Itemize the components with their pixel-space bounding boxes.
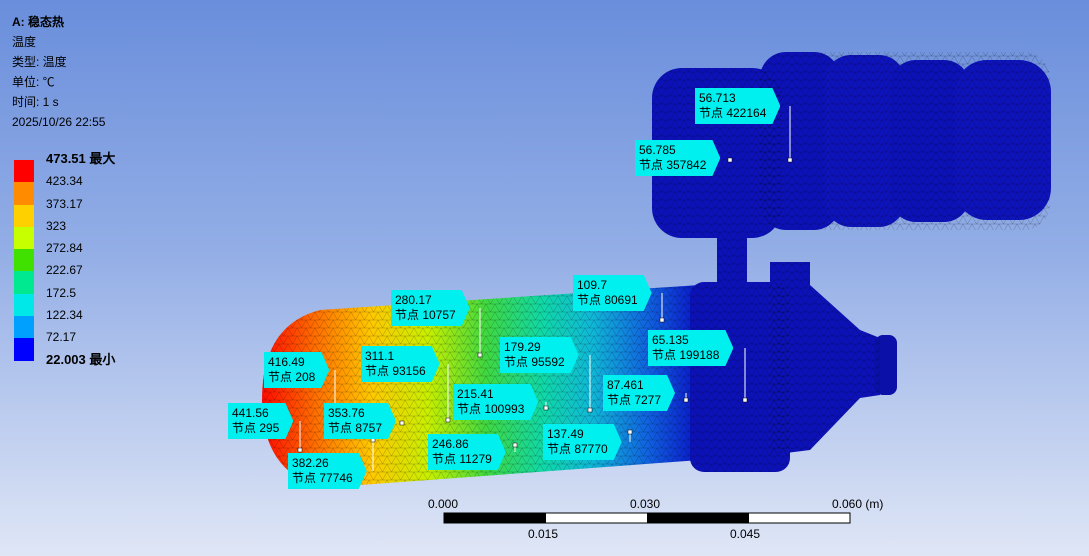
scale-label-15: 0.015 — [528, 527, 559, 541]
probe-value: 56.713 — [699, 91, 736, 105]
legend-level-label: 122.34 — [46, 308, 83, 323]
probe-label[interactable]: 353.76 节点 8757 — [324, 403, 396, 439]
probe-label[interactable]: 65.135 节点 199188 — [648, 330, 733, 366]
probe-node: 节点 10757 — [395, 308, 456, 322]
probe-node-marker — [587, 407, 593, 413]
probe-node: 节点 7277 — [607, 393, 662, 407]
legend-level-label: 323 — [46, 218, 67, 233]
probe-value: 280.17 — [395, 293, 432, 307]
probe-node-marker — [627, 429, 633, 435]
legend-swatch — [14, 182, 34, 205]
legend-max-label: 473.51 最大 — [46, 151, 116, 166]
probe-label[interactable]: 246.86 节点 11279 — [428, 434, 506, 470]
legend-swatch — [14, 204, 34, 227]
probe-node-marker — [787, 157, 793, 163]
probe-node-marker — [297, 447, 303, 453]
probe-node: 节点 422164 — [699, 106, 767, 120]
probe-label[interactable]: 215.41 节点 100993 — [453, 384, 538, 420]
probe-label[interactable]: 441.56 节点 295 — [228, 403, 293, 439]
probe-label[interactable]: 280.17 节点 10757 — [391, 290, 470, 326]
probe-value: 416.49 — [268, 355, 305, 369]
probe-node-marker — [477, 352, 483, 358]
legend-level-label: 72.17 — [46, 330, 77, 345]
probe-label[interactable]: 416.49 节点 208 — [264, 352, 329, 388]
probe-node: 节点 295 — [232, 421, 280, 435]
result-time: 时间: 1 s — [12, 95, 59, 109]
probe-node-marker — [742, 397, 748, 403]
probe-node: 节点 93156 — [365, 364, 426, 378]
probe-node: 节点 199188 — [652, 348, 720, 362]
probe-node-marker — [683, 397, 689, 403]
probe-value: 87.461 — [607, 378, 644, 392]
probe-node-marker — [543, 405, 549, 411]
scale-label-0: 0.000 — [428, 497, 459, 511]
probe-node: 节点 357842 — [639, 158, 707, 172]
legend-swatch — [14, 249, 34, 272]
probe-value: 382.26 — [292, 456, 329, 470]
result-info: A: 稳态热 温度 类型: 温度 单位: ℃ 时间: 1 s 2025/10/2… — [12, 12, 105, 132]
probe-node-marker — [659, 317, 665, 323]
probe-value: 311.1 — [365, 349, 395, 363]
probe-value: 65.135 — [652, 333, 689, 347]
probe-value: 109.7 — [577, 278, 608, 292]
probe-node: 节点 8757 — [328, 421, 383, 435]
probe-label[interactable]: 179.29 节点 95592 — [500, 337, 579, 373]
probe-leader-lines — [297, 106, 793, 471]
probe-label[interactable]: 56.785 节点 357842 — [635, 140, 720, 176]
probe-node: 节点 80691 — [577, 293, 638, 307]
probe-node-marker — [445, 417, 451, 423]
probe-value: 179.29 — [504, 340, 541, 354]
probe-node: 节点 95592 — [504, 355, 565, 369]
probe-node-marker — [512, 442, 518, 448]
probe-node-marker — [399, 420, 405, 426]
probe-value: 56.785 — [639, 143, 676, 157]
probe-value: 353.76 — [328, 406, 365, 420]
probe-value: 215.41 — [457, 387, 494, 401]
probe-node: 节点 11279 — [432, 452, 492, 466]
probe-label[interactable]: 311.1 节点 93156 — [361, 346, 440, 382]
legend-level-label: 423.34 — [46, 174, 83, 189]
probe-value: 441.56 — [232, 406, 269, 420]
probe-node: 节点 87770 — [547, 442, 608, 456]
probe-node-marker — [727, 157, 733, 163]
probe-node: 节点 208 — [268, 370, 316, 384]
probe-label[interactable]: 56.713 节点 422164 — [695, 88, 780, 124]
result-datetime: 2025/10/26 22:55 — [12, 115, 106, 129]
legend-level-label: 373.17 — [46, 196, 83, 211]
legend-swatch — [14, 338, 34, 361]
legend-level-label: 172.5 — [46, 285, 77, 300]
legend-level-label: 272.84 — [46, 241, 83, 256]
legend-swatch — [14, 271, 34, 294]
scale-label-30: 0.030 — [630, 497, 661, 511]
legend-swatch — [14, 226, 34, 250]
legend-swatch — [14, 293, 34, 317]
legend-level-label: 222.67 — [46, 263, 83, 278]
analysis-title: A: 稳态热 — [12, 15, 64, 29]
probe-label[interactable]: 109.7 节点 80691 — [573, 275, 652, 311]
probe-label[interactable]: 87.461 节点 7277 — [603, 375, 675, 411]
legend-swatch — [14, 316, 34, 339]
probe-node: 节点 100993 — [457, 402, 525, 416]
probe-label[interactable]: 382.26 节点 77746 — [288, 453, 367, 489]
probe-value: 137.49 — [547, 427, 584, 441]
legend-min-label: 22.003 最小 — [46, 351, 116, 367]
legend-swatch — [14, 160, 34, 183]
probe-value: 246.86 — [432, 437, 469, 451]
cone-outlet — [690, 262, 897, 472]
scale-label-45: 0.045 — [730, 527, 761, 541]
probe-node: 节点 77746 — [292, 471, 353, 485]
result-unit: 单位: ℃ — [12, 75, 55, 89]
scale-label-60: 0.060 (m) — [832, 497, 884, 511]
result-type: 类型: 温度 — [12, 55, 67, 69]
probe-label[interactable]: 137.49 节点 87770 — [543, 424, 622, 460]
result-quantity: 温度 — [12, 35, 37, 49]
